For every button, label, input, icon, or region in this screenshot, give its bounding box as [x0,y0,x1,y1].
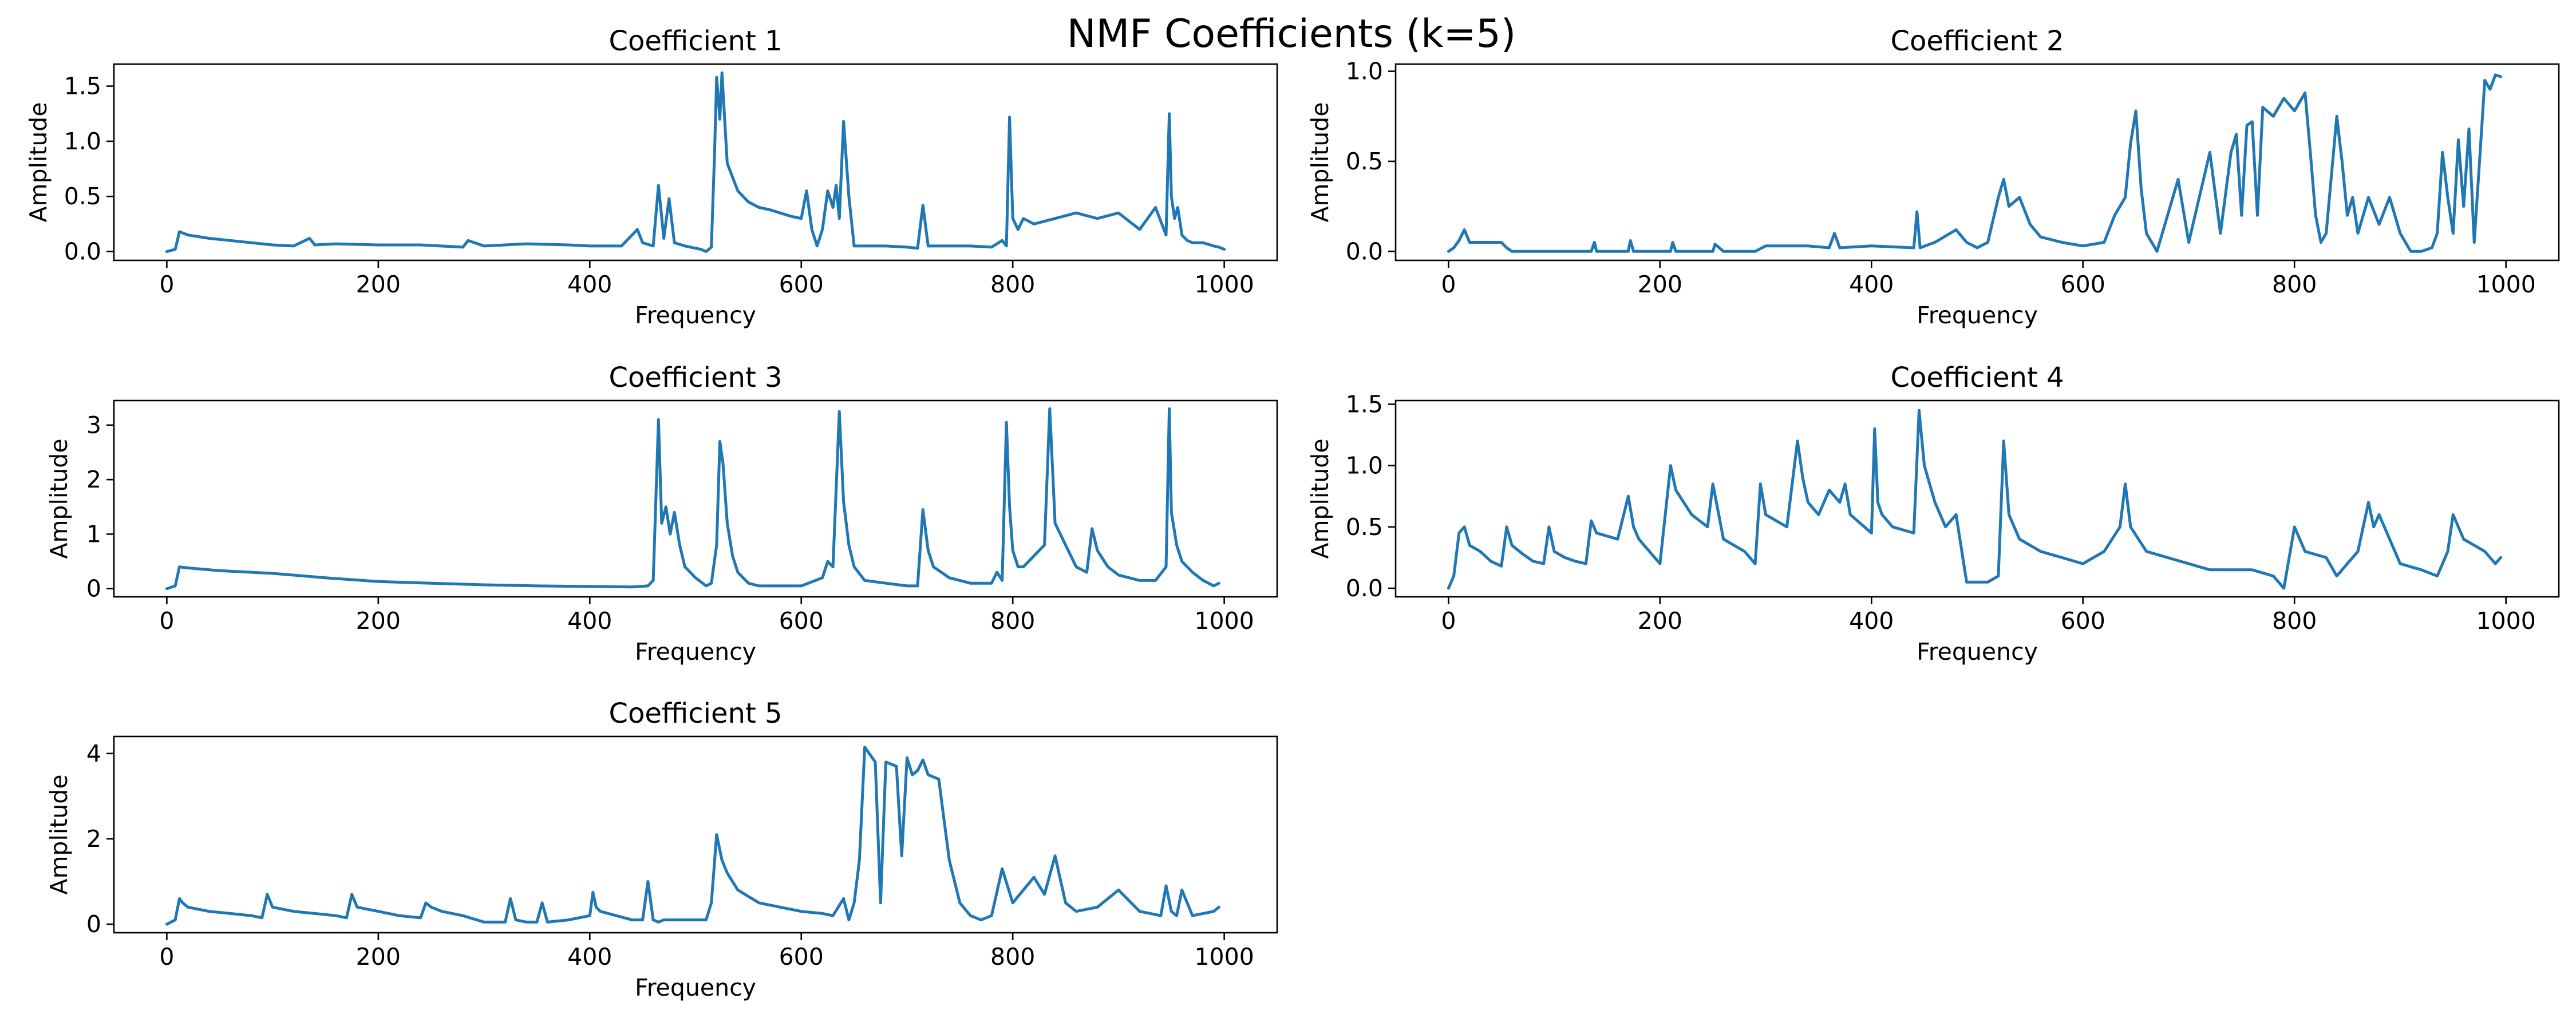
plot-frame [113,63,1278,262]
plot-frame [1394,63,2560,262]
series-line-5 [165,746,1220,926]
subplot-title: Coefficient 5 [609,698,782,730]
subplot-4: 0 200 400 600 800 1000 0.0 0.5 1.0 1.5 Coefficient… [1306,362,2560,665]
x-tick-label: 800 [990,943,1035,970]
y-tick-label: 0.5 [1346,148,1383,175]
y-tick-label: 0.0 [1346,575,1383,602]
series-line-4 [1447,409,2502,590]
x-tick-label: 800 [990,607,1035,635]
plot-frame [113,735,1278,934]
x-tick-label: 600 [2061,607,2105,635]
x-tick-label: 200 [1638,607,1682,635]
y-tick-label: 0.5 [1346,513,1383,541]
subplot-title: Coefficient 3 [609,362,782,394]
subplot-2: 0 200 400 600 800 1000 0.0 0.5 1.0 Coefficient 2 F… [1306,25,2560,329]
y-tick-label: 0.0 [64,238,101,266]
subplot-3: 0 200 400 600 800 1000 0 1 2 3 Coefficient 3 Freque… [45,362,1278,665]
y-axis-label: Amplitude [1306,438,1334,558]
x-tick-label: 200 [1638,271,1682,298]
subplot-title: Coefficient 4 [1890,362,2064,394]
x-tick-label: 0 [159,607,174,635]
x-tick-label: 600 [2061,271,2105,298]
x-tick-label: 1000 [2476,607,2535,635]
figure-title: NMF Coefficients (k=5) [1067,11,1516,57]
subplot-1: 0 200 400 600 800 1000 0.0 0.5 1.0 1.5 Coefficient… [25,25,1278,329]
x-tick-label: 200 [356,607,401,635]
x-tick-label: 1000 [1194,943,1254,970]
y-axis-label: Amplitude [45,438,73,558]
y-tick-label: 1 [86,520,101,548]
x-tick-label: 800 [2272,271,2317,298]
x-tick-label: 0 [159,271,174,298]
y-tick-label: 2 [86,825,101,853]
x-tick-label: 400 [1849,271,1894,298]
plot-frame [113,399,1278,598]
x-tick-label: 200 [356,271,401,298]
x-tick-label: 600 [779,607,824,635]
y-tick-label: 0.0 [1346,237,1383,265]
y-tick-label: 0 [86,575,101,603]
y-tick-label: 1.0 [1346,58,1383,85]
x-tick-label: 600 [779,943,824,970]
y-axis-label: Amplitude [45,774,73,894]
plot-frame [1394,399,2560,598]
y-tick-label: 1.5 [64,73,101,100]
y-axis-label: Amplitude [25,102,52,222]
x-tick-label: 400 [567,943,612,970]
y-tick-label: 2 [86,466,101,493]
series-line-1 [165,71,1226,253]
x-tick-label: 200 [356,943,401,970]
y-tick-label: 1.0 [1346,452,1383,480]
y-tick-label: 0.5 [64,183,101,210]
y-tick-label: 4 [86,740,101,767]
x-tick-label: 800 [2272,607,2317,635]
x-tick-label: 400 [1849,607,1894,635]
x-axis-label: Frequency [1917,302,2038,329]
y-axis-label: Amplitude [1306,102,1334,222]
y-tick-label: 1.0 [64,128,101,155]
x-tick-label: 1000 [2476,271,2535,298]
x-tick-label: 600 [779,271,824,298]
x-axis-label: Frequency [1917,638,2038,665]
x-tick-label: 400 [567,607,612,635]
x-tick-label: 0 [159,943,174,970]
x-tick-label: 0 [1441,271,1456,298]
x-axis-label: Frequency [635,974,756,1001]
y-tick-label: 3 [86,411,101,439]
series-line-2 [1447,73,2502,253]
x-tick-label: 400 [567,271,612,298]
y-tick-label: 0 [86,910,101,938]
x-tick-label: 1000 [1194,271,1254,298]
x-tick-label: 1000 [1194,607,1254,635]
x-axis-label: Frequency [635,302,756,329]
series-line-3 [165,407,1220,591]
subplot-5: 0 200 400 600 800 1000 0 2 4 Coefficient 5 Frequen… [45,698,1278,1001]
subplot-title: Coefficient 2 [1890,25,2064,57]
x-tick-label: 800 [990,271,1035,298]
x-tick-label: 0 [1441,607,1456,635]
x-axis-label: Frequency [635,638,756,665]
subplot-title: Coefficient 1 [609,25,782,57]
y-tick-label: 1.5 [1346,390,1383,418]
